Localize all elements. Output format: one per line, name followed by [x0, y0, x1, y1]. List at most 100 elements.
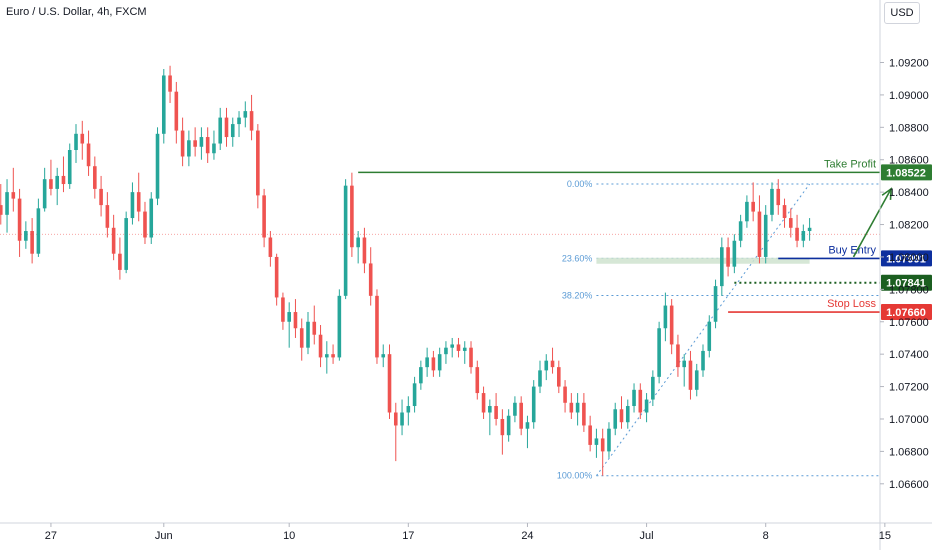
candle-body: [519, 402, 523, 429]
x-tick-label: 24: [521, 530, 533, 542]
candle-body: [582, 402, 586, 426]
candle-body: [11, 192, 16, 199]
candle-body: [619, 409, 624, 423]
candle-body: [256, 130, 260, 196]
candle-body: [557, 367, 561, 387]
entry-zone-rect: [596, 257, 810, 264]
candle-body: [444, 347, 448, 355]
y-tick-label: 1.07800: [889, 284, 929, 296]
candle-body: [55, 175, 59, 189]
candle-body: [118, 253, 122, 270]
candle-body: [393, 412, 398, 426]
candle-body: [795, 227, 799, 241]
candle-body: [732, 240, 737, 267]
candle-body: [632, 389, 636, 407]
candle-body: [205, 137, 210, 154]
fib-level-label: 0.00%: [567, 179, 593, 189]
candle-body: [193, 140, 197, 147]
y-tick-label: 1.09000: [889, 90, 929, 102]
candle-body: [400, 412, 404, 426]
candle-body: [494, 406, 498, 419]
candle-body: [607, 428, 611, 452]
time-axis[interactable]: 27 Jun 10 17 24 Jul 8 15: [0, 522, 932, 542]
price-axis[interactable]: 1.08522 1.07991 1.07841 1.07660 1.09200 1.090…: [879, 0, 932, 550]
entry-zone: [596, 257, 810, 264]
candle-body: [356, 237, 360, 248]
y-tick-label: 1.07200: [889, 382, 929, 394]
candle-body: [237, 117, 241, 125]
candle-body: [437, 354, 442, 371]
candle-body: [462, 347, 467, 351]
candle-body: [506, 415, 511, 436]
candle-body: [93, 166, 97, 189]
candle-body: [149, 198, 154, 238]
candle-body: [669, 305, 674, 345]
y-tick-label: 1.08400: [889, 187, 929, 199]
candle-body: [569, 402, 574, 413]
candle-body: [49, 179, 53, 189]
x-tick-label: 10: [283, 530, 295, 542]
candle-body: [450, 344, 455, 348]
candle-body: [625, 406, 630, 423]
candle-body: [651, 376, 655, 400]
y-tick-label: 1.07400: [889, 349, 929, 361]
fibonacci-retracement[interactable]: 0.00% 23.60% 38.20% 100.00%: [557, 179, 880, 481]
x-tick-label: Jun: [155, 530, 173, 542]
candle-body: [807, 227, 812, 232]
candle-body: [306, 321, 310, 348]
candle-body: [475, 367, 480, 394]
candle-body: [74, 133, 78, 151]
candle-body: [287, 312, 291, 322]
candle-body: [588, 425, 592, 445]
projection-arrow-head: [881, 187, 892, 200]
candle-body: [513, 402, 517, 416]
currency-selector[interactable]: USD: [884, 2, 920, 24]
candle-body: [644, 399, 649, 413]
candle-body: [412, 383, 417, 407]
candle-body: [419, 367, 423, 384]
candle-body: [594, 438, 599, 445]
fib-level-label: 38.20%: [562, 291, 593, 301]
candle-body: [325, 354, 329, 358]
candle-body: [638, 389, 643, 413]
candle-body: [469, 347, 473, 368]
candle-body: [299, 328, 304, 348]
candle-body: [738, 221, 743, 241]
candle-body: [318, 334, 323, 358]
candle-body: [230, 124, 235, 138]
candle-body: [5, 192, 9, 215]
price-tag-take-profit: [881, 164, 932, 181]
candle-body: [488, 406, 492, 413]
trade-levels[interactable]: Take Profit Buy Entry Stop Loss: [358, 158, 892, 313]
candle-body: [17, 198, 22, 241]
candle-body: [368, 263, 373, 296]
candle-body: [425, 357, 429, 368]
candle-body: [776, 188, 781, 206]
x-tick-label: 15: [879, 530, 891, 542]
candle-body: [168, 75, 172, 92]
candle-body: [688, 360, 693, 390]
candle-body: [694, 370, 699, 390]
candle-body: [67, 150, 72, 185]
candle-body: [613, 409, 618, 429]
level-label-stop-loss: Stop Loss: [827, 298, 876, 310]
candle-body: [249, 111, 254, 131]
candle-body: [456, 344, 461, 351]
candle-body: [431, 357, 436, 371]
candle-body: [155, 133, 160, 199]
candle-body: [218, 117, 223, 144]
fib-trend-line: [596, 183, 811, 476]
x-tick-label: Jul: [640, 530, 654, 542]
candle-body: [720, 247, 724, 287]
price-tag-text-take-profit: 1.08522: [886, 167, 926, 179]
candle-body: [293, 312, 298, 329]
y-tick-label: 1.07000: [889, 414, 929, 426]
price-tag-text-intermediate: 1.07841: [886, 278, 926, 290]
price-tag-intermediate: [881, 274, 932, 291]
candle-body: [663, 305, 668, 329]
candle-body: [331, 354, 335, 358]
candle-body: [713, 286, 718, 322]
candle-body: [770, 188, 774, 215]
candle-body: [187, 140, 191, 157]
